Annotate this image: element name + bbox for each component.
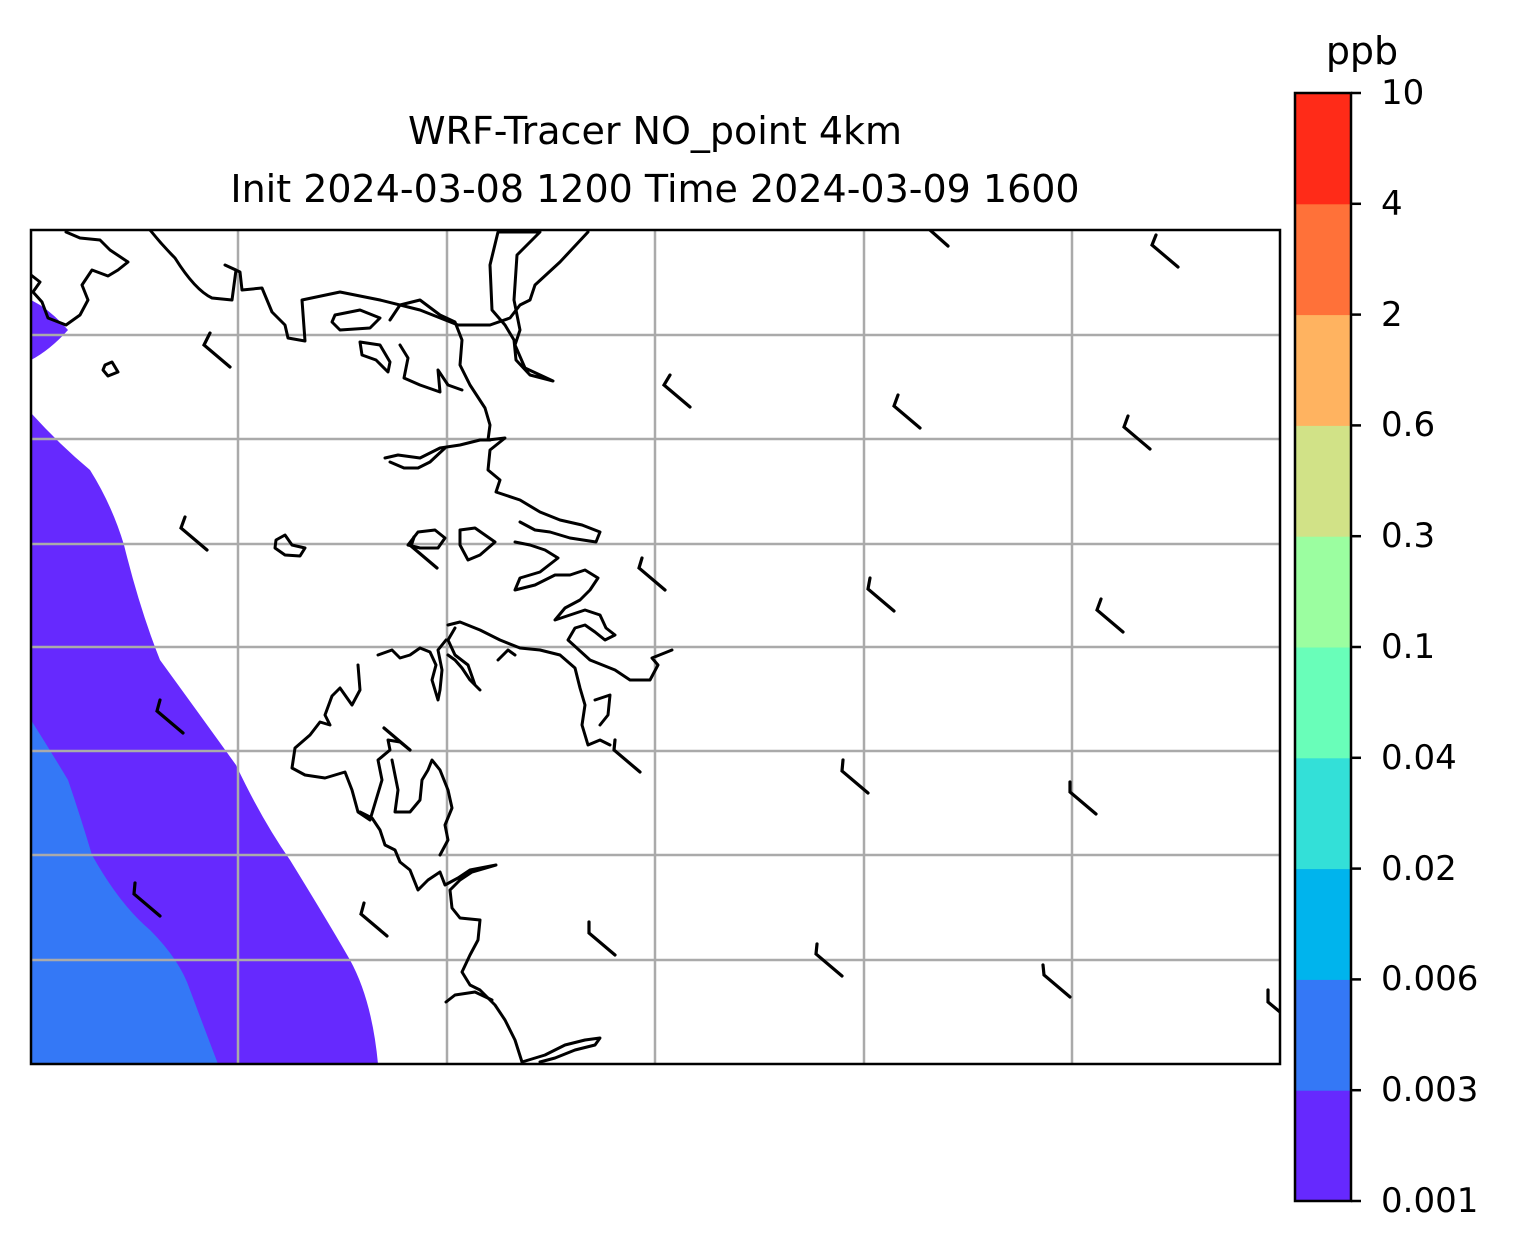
- colorbar-tick-label: 0.006: [1381, 959, 1479, 1000]
- colorbar-band: [1295, 536, 1351, 648]
- colorbar-band: [1295, 647, 1351, 759]
- colorbar: [1295, 91, 1361, 1203]
- map-title-line-1: WRF-Tracer NO_point 4km: [407, 109, 903, 153]
- colorbar-tick-label: 0.1: [1381, 627, 1436, 667]
- colorbar-band: [1295, 868, 1351, 980]
- colorbar-tick-label: 0.04: [1381, 737, 1457, 778]
- map-area: [31, 230, 1280, 1064]
- colorbar-tick-label: 0.001: [1381, 1181, 1479, 1221]
- wind-barbs: [132, 230, 1280, 1014]
- colorbar-unit-label: ppb: [1325, 29, 1399, 73]
- colorbar-band: [1295, 979, 1351, 1091]
- colorbar-band: [1295, 314, 1351, 426]
- map-frame: [29, 228, 1282, 1066]
- colorbar-band: [1295, 1090, 1351, 1202]
- colorbar-band: [1295, 757, 1351, 870]
- colorbar-tick-label: 0.003: [1381, 1070, 1479, 1111]
- colorbar-tick-label: 4: [1381, 183, 1403, 224]
- coastline: [31, 230, 674, 1064]
- colorbar-tick-label: 0.02: [1381, 848, 1457, 889]
- colorbar-frame: [1293, 91, 1353, 1203]
- colorbar-band: [1295, 425, 1351, 537]
- colorbar-tick-label: 2: [1381, 294, 1403, 335]
- colorbar-band: [1295, 93, 1351, 205]
- graticule: [31, 230, 1280, 1064]
- colorbar-tick-label: 0.3: [1381, 516, 1436, 557]
- tracer-field-0.001-northwest: [31, 300, 68, 360]
- colorbar-tick-label: 0.6: [1381, 405, 1436, 446]
- tracer-field-0.003: [31, 720, 218, 1064]
- map-title-line-2: Init 2024-03-08 1200 Time 2024-03-09 160…: [230, 167, 1080, 211]
- colorbar-tick-label: 10: [1381, 73, 1425, 113]
- colorbar-band: [1295, 203, 1351, 316]
